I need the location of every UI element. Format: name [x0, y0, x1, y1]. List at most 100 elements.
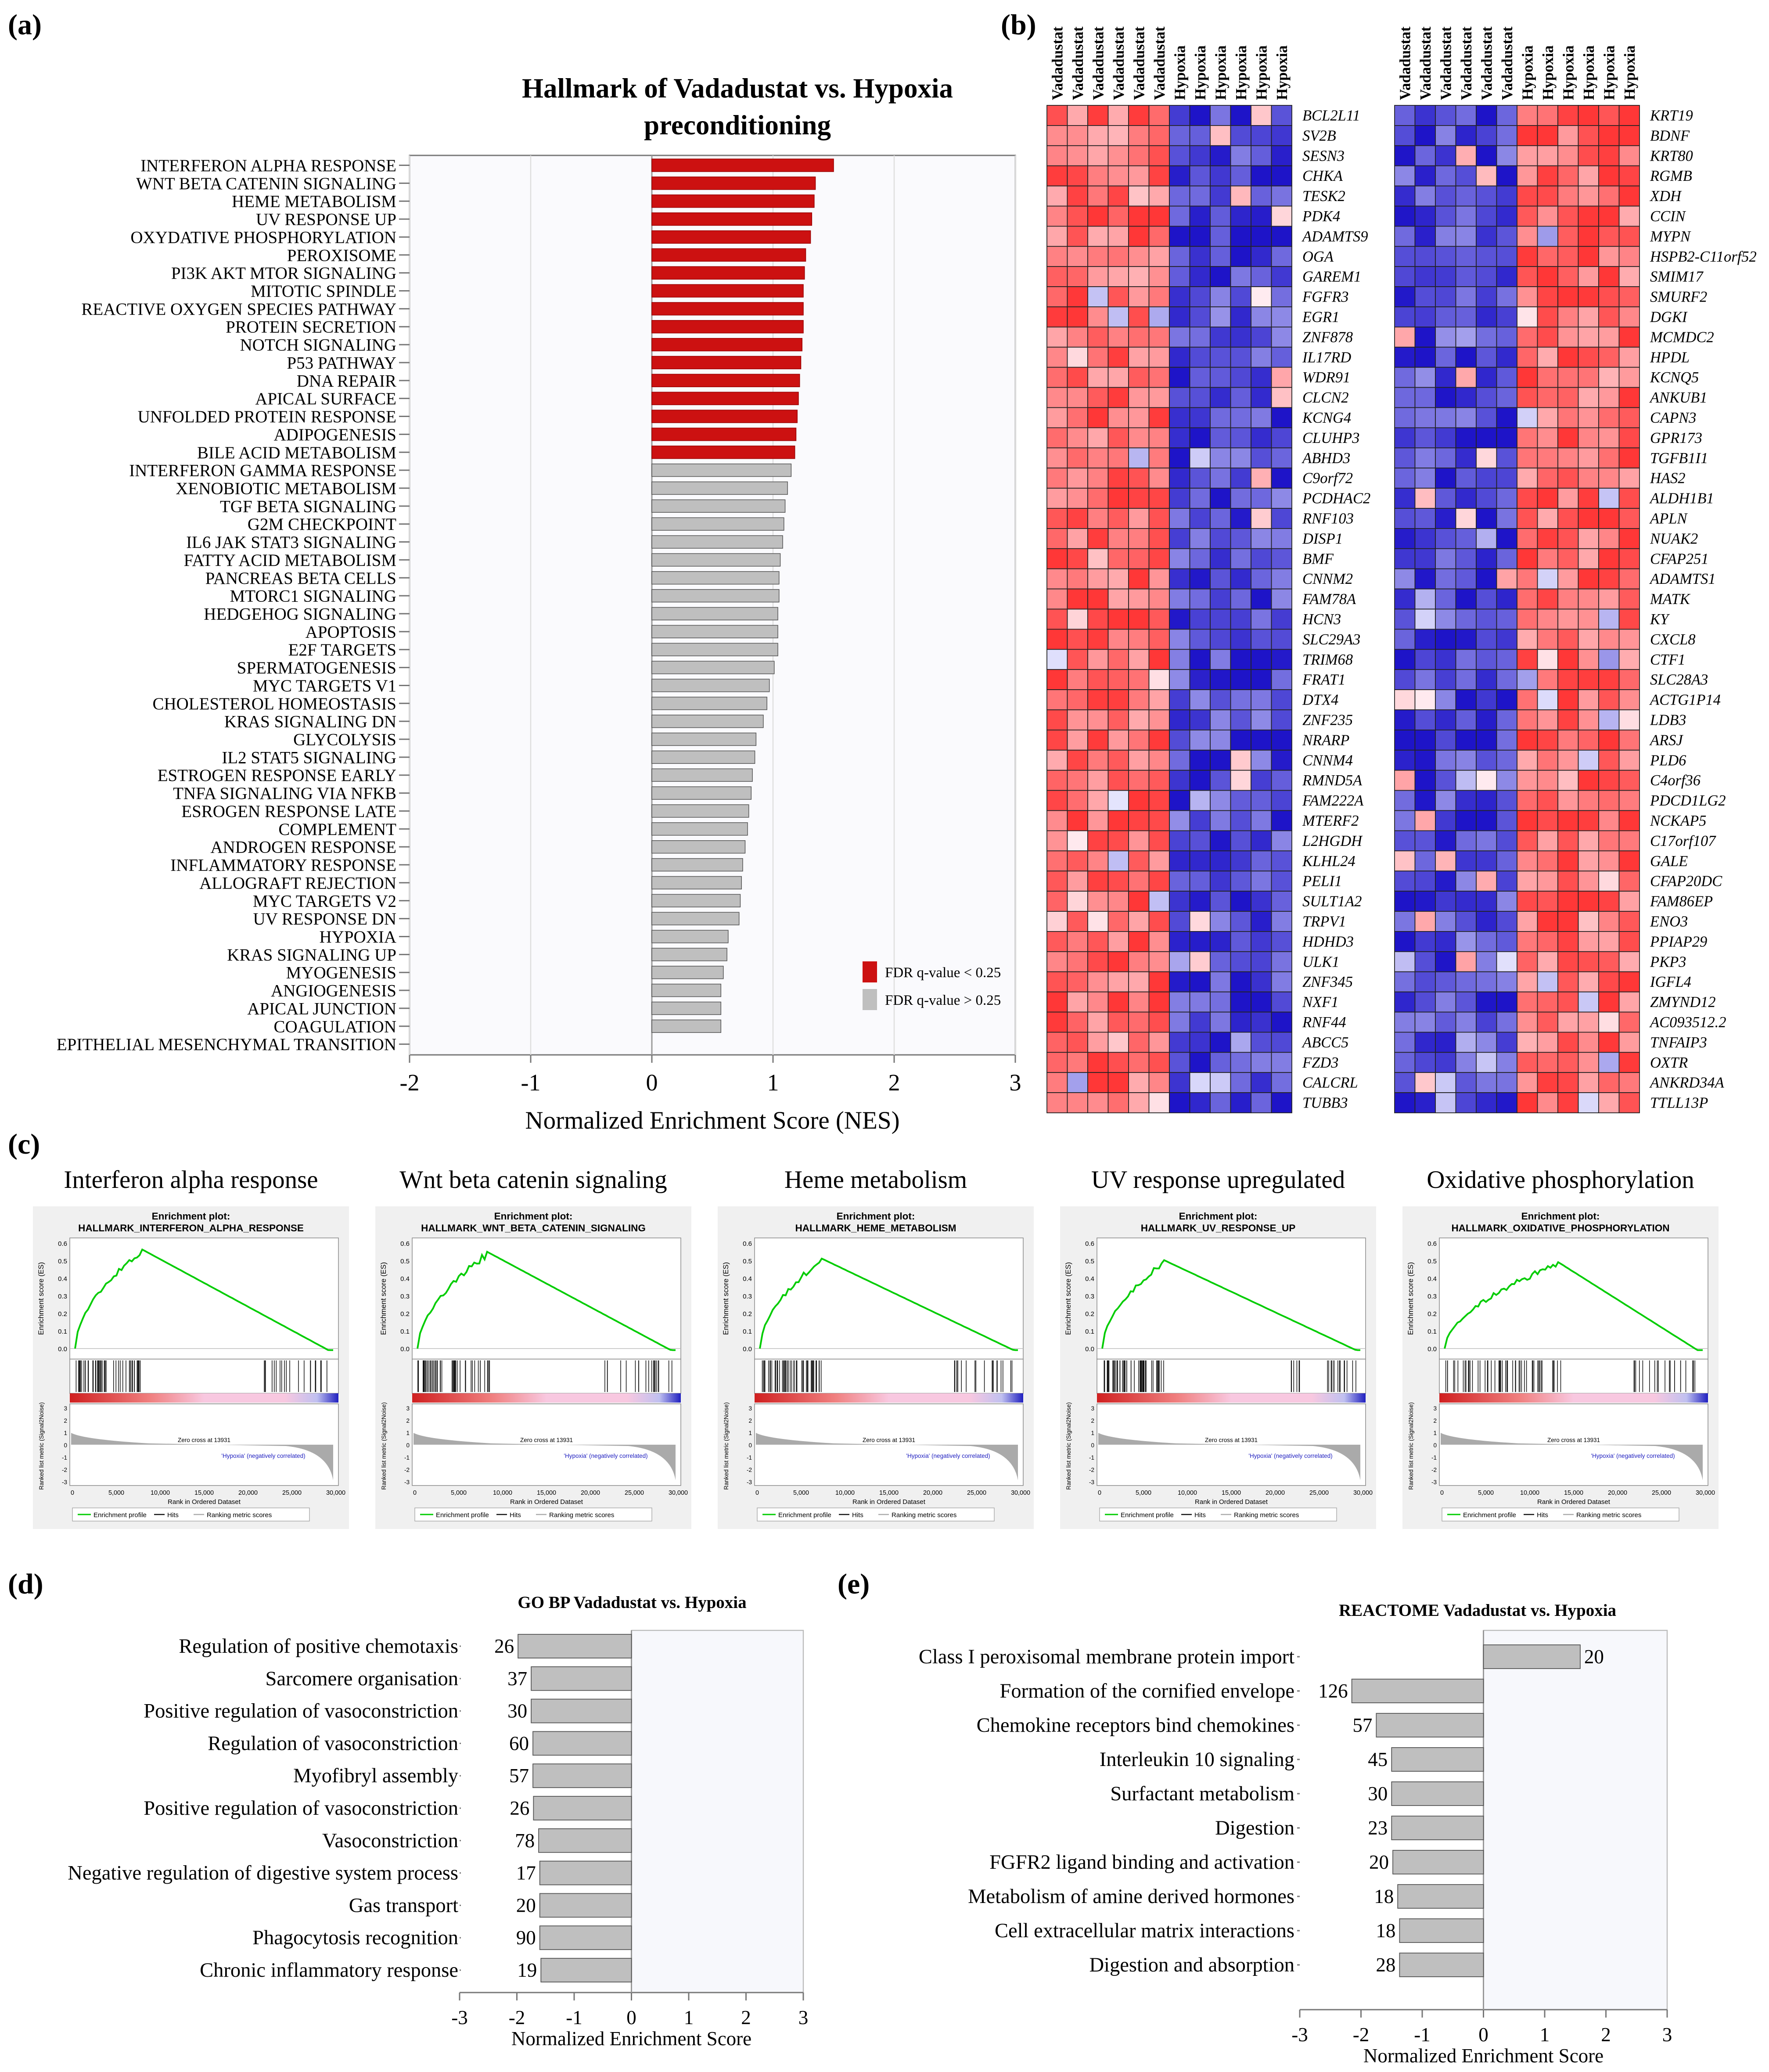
- heatmap-cell: [1148, 327, 1170, 348]
- heatmap-cell: [1414, 991, 1436, 1013]
- heatmap-cell: [1128, 991, 1150, 1013]
- heatmap-cell: [1517, 991, 1538, 1013]
- heatmap-cell: [1169, 649, 1190, 670]
- category-label: MYC TARGETS V1: [253, 676, 396, 695]
- heatmap-cell: [1271, 327, 1292, 348]
- category-label: Gas transport: [349, 1894, 458, 1917]
- x-tick-label: 1: [767, 1069, 779, 1096]
- heatmap-cell: [1046, 790, 1068, 811]
- heatmap-cell: [1517, 1072, 1538, 1094]
- gsea-enrichment-plot: Enrichment plot:HALLMARK_OXIDATIVE_PHOSP…: [1402, 1206, 1719, 1529]
- heatmap-cell: [1496, 1032, 1517, 1053]
- heatmap-cell: [1578, 830, 1599, 852]
- heatmap-cell: [1107, 931, 1129, 952]
- heatmap-cell: [1435, 1011, 1456, 1033]
- heatmap-cell: [1537, 810, 1558, 831]
- category-label: APICAL SURFACE: [255, 389, 396, 408]
- metric-tick-label: -3: [1431, 1479, 1437, 1486]
- heatmap-cell: [1496, 810, 1517, 831]
- heatmap-cell: [1107, 105, 1129, 126]
- heatmap-cell: [1557, 1011, 1579, 1033]
- heatmap-cell: [1414, 306, 1436, 327]
- heatmap-cell: [1271, 608, 1292, 630]
- heatmap-cell: [1107, 951, 1129, 972]
- heatmap-cell: [1148, 105, 1170, 126]
- heatmap-cell: [1210, 387, 1231, 408]
- nes-bar: [651, 768, 753, 782]
- heatmap-cell: [1210, 649, 1231, 670]
- heatmap-cell: [1455, 608, 1477, 630]
- heatmap-cell: [1107, 790, 1129, 811]
- heatmap-cell: [1435, 850, 1456, 872]
- x-tick-label: 0: [413, 1489, 417, 1496]
- heatmap-cell: [1476, 226, 1497, 247]
- heatmap-cell: [1067, 871, 1088, 892]
- gene-label: GPR173: [1650, 430, 1702, 446]
- heatmap-cell: [1230, 810, 1251, 831]
- heatmap-cell: [1435, 891, 1456, 912]
- negative-correlation-label: 'Hypoxia' (negatively correlated): [1591, 1453, 1675, 1459]
- heatmap-cell: [1128, 790, 1150, 811]
- metric-axis-label: Ranked list metric (Signal2Noise): [1065, 1402, 1072, 1490]
- heatmap-cell: [1414, 830, 1436, 852]
- heatmap-cell: [1210, 306, 1231, 327]
- heatmap-cell: [1230, 165, 1251, 187]
- ranking-metric-area: [756, 1433, 1018, 1480]
- metric-tick-label: -3: [62, 1479, 67, 1486]
- heatmap-cell: [1537, 971, 1558, 993]
- heatmap-cell: [1230, 770, 1251, 791]
- gene-heatmaps: Vadadustat Vadadustat Vadadustat Vadadustat…: [1046, 26, 1757, 1113]
- category-label: Chronic inflammatory response: [200, 1959, 458, 1982]
- heatmap-cell: [1394, 689, 1416, 710]
- heatmap-cell: [1271, 528, 1292, 549]
- es-panel: [412, 1237, 681, 1360]
- nes-bar: [651, 876, 742, 890]
- heatmap-cell: [1455, 165, 1477, 187]
- metric-tick-label: -2: [747, 1467, 752, 1473]
- x-tick-label: 2: [888, 1069, 900, 1096]
- heatmap-cell: [1496, 387, 1517, 408]
- heatmap-cell: [1557, 871, 1579, 892]
- heatmap-cell: [1251, 125, 1272, 146]
- x-tick-label: 30,000: [1011, 1489, 1030, 1496]
- heatmap-cell: [1169, 266, 1190, 287]
- enrichment-profile-line: [1101, 1259, 1360, 1351]
- heatmap-cell: [1414, 346, 1436, 368]
- heatmap-cell: [1271, 508, 1292, 529]
- nes-bar: [651, 625, 778, 639]
- x-tick-label: 10,000: [151, 1489, 170, 1496]
- heatmap-cell: [1107, 588, 1129, 610]
- heatmap-cell: [1189, 1072, 1211, 1094]
- heatmap-cell: [1128, 749, 1150, 771]
- heatmap-cell: [1230, 205, 1251, 227]
- category-label: MTORC1 SIGNALING: [230, 587, 396, 606]
- nes-bar: [1391, 1747, 1484, 1772]
- heatmap-cell: [1271, 246, 1292, 267]
- heatmap-cell: [1598, 871, 1620, 892]
- heatmap-cell: [1169, 165, 1190, 187]
- heatmap-cell: [1435, 185, 1456, 207]
- gene-set-size: 26: [510, 1797, 529, 1819]
- gene-set-size: 20: [1369, 1851, 1389, 1873]
- heatmap-cell: [1476, 629, 1497, 650]
- heatmap-cell: [1598, 1052, 1620, 1073]
- heatmap-cell: [1169, 528, 1190, 549]
- heatmap-cell: [1107, 891, 1129, 912]
- heatmap-cell: [1107, 830, 1129, 852]
- es-tick-label: 0.5: [58, 1258, 67, 1265]
- heatmap-cell: [1618, 185, 1640, 207]
- heatmap-cell: [1394, 125, 1416, 146]
- heatmap-cell: [1087, 649, 1109, 670]
- heatmap-cell: [1496, 1092, 1517, 1113]
- chart-title: REACTOME Vadadustat vs. Hypoxia: [1339, 1601, 1616, 1620]
- heatmap-cell: [1169, 608, 1190, 630]
- enrichment-profile-line: [1444, 1261, 1703, 1351]
- gene-label: LDB3: [1650, 712, 1686, 729]
- es-tick-label: 0.3: [58, 1293, 67, 1300]
- heatmap-cell: [1046, 850, 1068, 872]
- heatmap-cell: [1557, 407, 1579, 428]
- x-tick-label: 0: [1098, 1489, 1101, 1496]
- heatmap-cell: [1148, 971, 1170, 993]
- nes-bar: [531, 1666, 632, 1691]
- heatmap-cell: [1067, 105, 1088, 126]
